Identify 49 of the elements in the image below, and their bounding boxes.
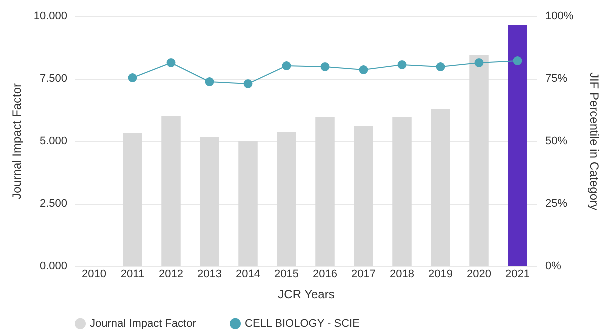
x-tick-label: 2010 <box>82 268 106 280</box>
point <box>282 62 292 70</box>
y2-axis-title: JIF Percentile in Category <box>588 72 600 211</box>
point <box>513 56 522 66</box>
y2-tick-label: 75% <box>546 73 568 85</box>
y-tick-label: 7.500 <box>40 73 68 85</box>
y2-tick-label: 25% <box>546 198 568 210</box>
point <box>128 74 138 82</box>
legend-label: CELL BIOLOGY - SCIE <box>245 318 360 330</box>
y-tick-label: 2.500 <box>40 198 68 210</box>
x-tick-label: 2011 <box>120 268 145 280</box>
point <box>320 62 330 72</box>
x-tick-label: 2014 <box>236 268 260 280</box>
point <box>359 66 368 74</box>
bar <box>392 117 412 266</box>
point <box>474 58 484 68</box>
bar <box>470 55 489 266</box>
bar <box>238 141 258 266</box>
bar <box>162 116 181 266</box>
y2-tick-label: 0% <box>546 260 562 272</box>
point <box>244 80 253 88</box>
y-tick-label: 10.000 <box>34 10 68 22</box>
point <box>436 62 446 72</box>
bar <box>508 25 528 266</box>
y-tick-label: 5.000 <box>40 136 68 148</box>
x-tick-label: 2012 <box>159 268 184 280</box>
point <box>166 58 176 68</box>
bar <box>123 133 142 266</box>
bar <box>431 109 450 266</box>
bar <box>354 126 374 266</box>
y-tick-label: 0.000 <box>40 260 68 272</box>
y-axis-title: Journal Impact Factor <box>10 83 24 200</box>
x-axis-title: JCR Years <box>278 288 335 302</box>
bar <box>277 132 296 266</box>
bar <box>200 137 220 266</box>
x-tick-label: 2021 <box>506 268 530 280</box>
x-tick-label: 2019 <box>428 268 453 280</box>
x-tick-label: 2018 <box>390 268 414 280</box>
x-tick-label: 2020 <box>467 268 492 280</box>
legend-label: Journal Impact Factor <box>90 318 197 330</box>
point <box>205 78 214 86</box>
point <box>398 60 407 70</box>
x-tick-label: 2017 <box>352 268 376 280</box>
y2-tick-label: 100% <box>546 10 574 22</box>
x-tick-label: 2016 <box>313 268 338 280</box>
y2-tick-label: 50% <box>546 136 568 148</box>
x-tick-label: 2013 <box>198 268 222 280</box>
x-tick-label: 2015 <box>274 268 299 280</box>
bar <box>316 117 335 266</box>
